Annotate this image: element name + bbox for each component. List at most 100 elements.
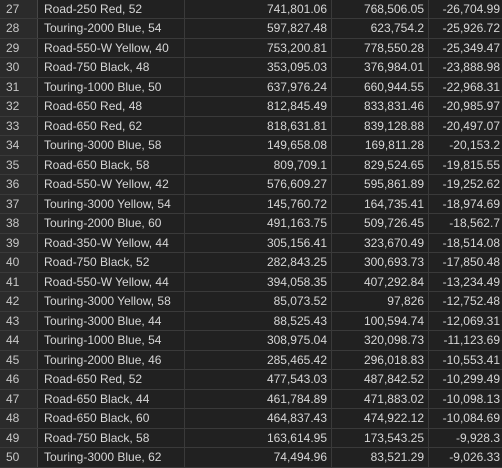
row-number[interactable]: 37 [0, 194, 38, 213]
row-number[interactable]: 41 [0, 272, 38, 291]
value-a-cell[interactable]: 812,845.49 [185, 97, 332, 116]
row-number[interactable]: 50 [0, 448, 38, 467]
value-a-cell[interactable]: 753,200.81 [185, 38, 332, 57]
product-name-cell[interactable]: Road-550-W Yellow, 44 [38, 272, 185, 291]
product-name-cell[interactable]: Road-350-W Yellow, 44 [38, 233, 185, 252]
value-a-cell[interactable]: 308,975.04 [185, 331, 332, 350]
value-a-cell[interactable]: 88,525.43 [185, 311, 332, 330]
value-b-cell[interactable]: 829,524.65 [332, 155, 429, 174]
value-b-cell[interactable]: 768,506.05 [332, 0, 429, 18]
difference-cell[interactable]: -23,888.98 [442, 60, 500, 74]
value-a-cell[interactable]: 163,614.95 [185, 428, 332, 447]
value-b-cell[interactable]: 83,521.29 [332, 448, 429, 467]
product-name-cell[interactable]: Road-550-W Yellow, 40 [38, 38, 185, 57]
value-a-cell[interactable]: 461,784.89 [185, 389, 332, 408]
value-a-cell[interactable]: 282,843.25 [185, 253, 332, 272]
difference-cell[interactable]: -9,026.33 [449, 450, 500, 464]
difference-cell[interactable]: -12,069.31 [442, 313, 500, 328]
product-name-cell[interactable]: Touring-3000 Blue, 44 [38, 311, 185, 330]
value-a-cell[interactable]: 285,465.42 [185, 350, 332, 369]
product-name-cell[interactable]: Touring-3000 Yellow, 54 [38, 194, 185, 213]
row-number[interactable]: 34 [0, 136, 38, 155]
product-name-cell[interactable]: Road-650 Red, 62 [38, 116, 185, 135]
product-name-cell[interactable]: Touring-3000 Blue, 62 [38, 448, 185, 467]
value-b-cell[interactable]: 595,861.89 [332, 175, 429, 194]
value-b-cell[interactable]: 471,883.02 [332, 389, 429, 408]
value-a-cell[interactable]: 741,801.06 [185, 0, 332, 18]
value-b-cell[interactable]: 407,292.84 [332, 272, 429, 291]
product-name-cell[interactable]: Road-650 Red, 52 [38, 370, 185, 389]
row-number[interactable]: 30 [0, 58, 38, 77]
value-b-cell[interactable]: 778,550.28 [332, 38, 429, 57]
difference-cell[interactable]: -22,968.31 [442, 79, 500, 94]
product-name-cell[interactable]: Road-250 Red, 52 [38, 0, 185, 18]
value-b-cell[interactable]: 487,842.52 [332, 370, 429, 389]
difference-cell[interactable]: -18,562.7 [449, 216, 500, 230]
row-number[interactable]: 46 [0, 370, 38, 389]
value-a-cell[interactable]: 637,976.24 [185, 77, 332, 96]
value-a-cell[interactable]: 85,073.52 [185, 292, 332, 311]
value-b-cell[interactable]: 323,670.49 [332, 233, 429, 252]
product-name-cell[interactable]: Road-650 Black, 58 [38, 155, 185, 174]
product-name-cell[interactable]: Road-650 Black, 60 [38, 409, 185, 428]
value-a-cell[interactable]: 305,156.41 [185, 233, 332, 252]
difference-cell[interactable]: -11,123.69 [443, 333, 501, 347]
row-number[interactable]: 49 [0, 428, 38, 447]
value-b-cell[interactable]: 100,594.74 [332, 311, 429, 330]
product-name-cell[interactable]: Road-750 Black, 58 [38, 428, 185, 447]
value-b-cell[interactable]: 623,754.2 [332, 19, 429, 38]
value-a-cell[interactable]: 394,058.35 [185, 272, 332, 291]
difference-cell[interactable]: -19,815.55 [442, 157, 500, 172]
difference-cell[interactable]: -20,497.07 [442, 118, 500, 133]
difference-cell[interactable]: -10,299.49 [442, 372, 500, 386]
value-b-cell[interactable]: 97,826 [332, 292, 429, 311]
value-b-cell[interactable]: 474,922.12 [332, 409, 429, 428]
row-number[interactable]: 33 [0, 116, 38, 135]
value-a-cell[interactable]: 597,827.48 [185, 19, 332, 38]
product-name-cell[interactable]: Touring-3000 Yellow, 58 [38, 292, 185, 311]
difference-cell[interactable]: -19,252.62 [442, 177, 500, 191]
value-a-cell[interactable]: 353,095.03 [185, 58, 332, 77]
value-b-cell[interactable]: 296,018.83 [332, 350, 429, 369]
row-number[interactable]: 36 [0, 175, 38, 194]
difference-cell[interactable]: -25,349.47 [442, 40, 500, 55]
product-name-cell[interactable]: Touring-3000 Blue, 58 [38, 136, 185, 155]
row-number[interactable]: 45 [0, 350, 38, 369]
difference-cell[interactable]: -20,985.97 [442, 99, 500, 113]
value-b-cell[interactable]: 173,543.25 [332, 428, 429, 447]
difference-cell[interactable]: -12,752.48 [442, 294, 500, 308]
difference-cell[interactable]: -10,553.41 [442, 352, 500, 367]
row-number[interactable]: 39 [0, 233, 38, 252]
value-b-cell[interactable]: 509,726.45 [332, 214, 429, 233]
difference-cell[interactable]: -18,514.08 [442, 235, 500, 250]
product-name-cell[interactable]: Touring-2000 Blue, 60 [38, 214, 185, 233]
value-b-cell[interactable]: 839,128.88 [332, 116, 429, 135]
row-number[interactable]: 31 [0, 77, 38, 96]
row-number[interactable]: 35 [0, 155, 38, 174]
value-a-cell[interactable]: 464,837.43 [185, 409, 332, 428]
value-a-cell[interactable]: 818,631.81 [185, 116, 332, 135]
product-name-cell[interactable]: Touring-1000 Blue, 54 [38, 331, 185, 350]
difference-cell[interactable]: -9,928.3 [455, 430, 500, 445]
value-a-cell[interactable]: 491,163.75 [185, 214, 332, 233]
difference-cell[interactable]: -10,098.13 [442, 391, 500, 406]
row-number[interactable]: 28 [0, 19, 38, 38]
value-a-cell[interactable]: 809,709.1 [185, 155, 332, 174]
product-name-cell[interactable]: Touring-2000 Blue, 46 [38, 350, 185, 369]
row-number[interactable]: 42 [0, 292, 38, 311]
row-number[interactable]: 29 [0, 38, 38, 57]
row-number[interactable]: 27 [0, 0, 38, 18]
difference-cell[interactable]: -17,850.48 [442, 255, 500, 269]
value-b-cell[interactable]: 376,984.01 [332, 58, 429, 77]
product-name-cell[interactable]: Touring-2000 Blue, 54 [38, 19, 185, 38]
value-a-cell[interactable]: 149,658.08 [185, 136, 332, 155]
product-name-cell[interactable]: Road-750 Black, 52 [38, 253, 185, 272]
value-a-cell[interactable]: 576,609.27 [185, 175, 332, 194]
value-b-cell[interactable]: 164,735.41 [332, 194, 429, 213]
difference-cell[interactable]: -18,974.69 [442, 196, 500, 211]
value-a-cell[interactable]: 145,760.72 [185, 194, 332, 213]
value-b-cell[interactable]: 320,098.73 [332, 331, 429, 350]
value-b-cell[interactable]: 833,831.46 [332, 97, 429, 116]
value-a-cell[interactable]: 477,543.03 [185, 370, 332, 389]
row-number[interactable]: 47 [0, 389, 38, 408]
